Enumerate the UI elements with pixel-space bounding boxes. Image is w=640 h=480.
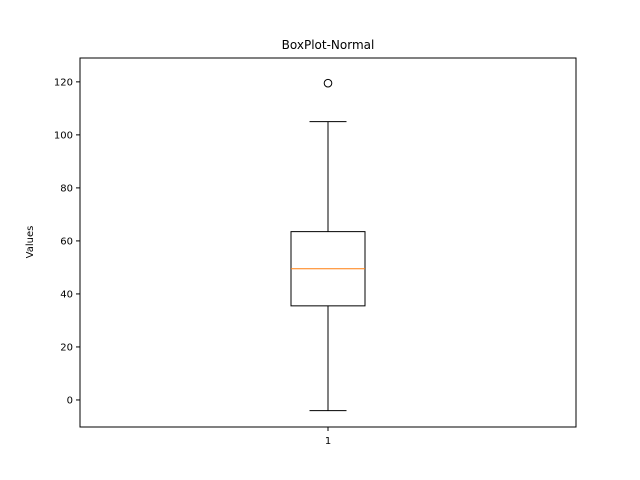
x-tick-label: 1 (325, 436, 331, 447)
y-tick-label: 80 (60, 183, 73, 194)
y-tick-label: 60 (60, 236, 73, 247)
chart-title: BoxPlot-Normal (282, 38, 375, 52)
x-axis: 1 (325, 427, 331, 447)
y-tick-label: 120 (54, 77, 73, 88)
y-axis-label: Values (25, 226, 36, 259)
outlier-point (323, 78, 333, 88)
y-axis: 0 20 40 60 80 100 120 (54, 77, 80, 406)
box-series (290, 78, 366, 412)
y-tick-label: 40 (60, 289, 73, 300)
y-tick-label: 100 (54, 130, 73, 141)
y-tick-label: 20 (60, 342, 73, 353)
y-tick-label: 0 (67, 395, 73, 406)
